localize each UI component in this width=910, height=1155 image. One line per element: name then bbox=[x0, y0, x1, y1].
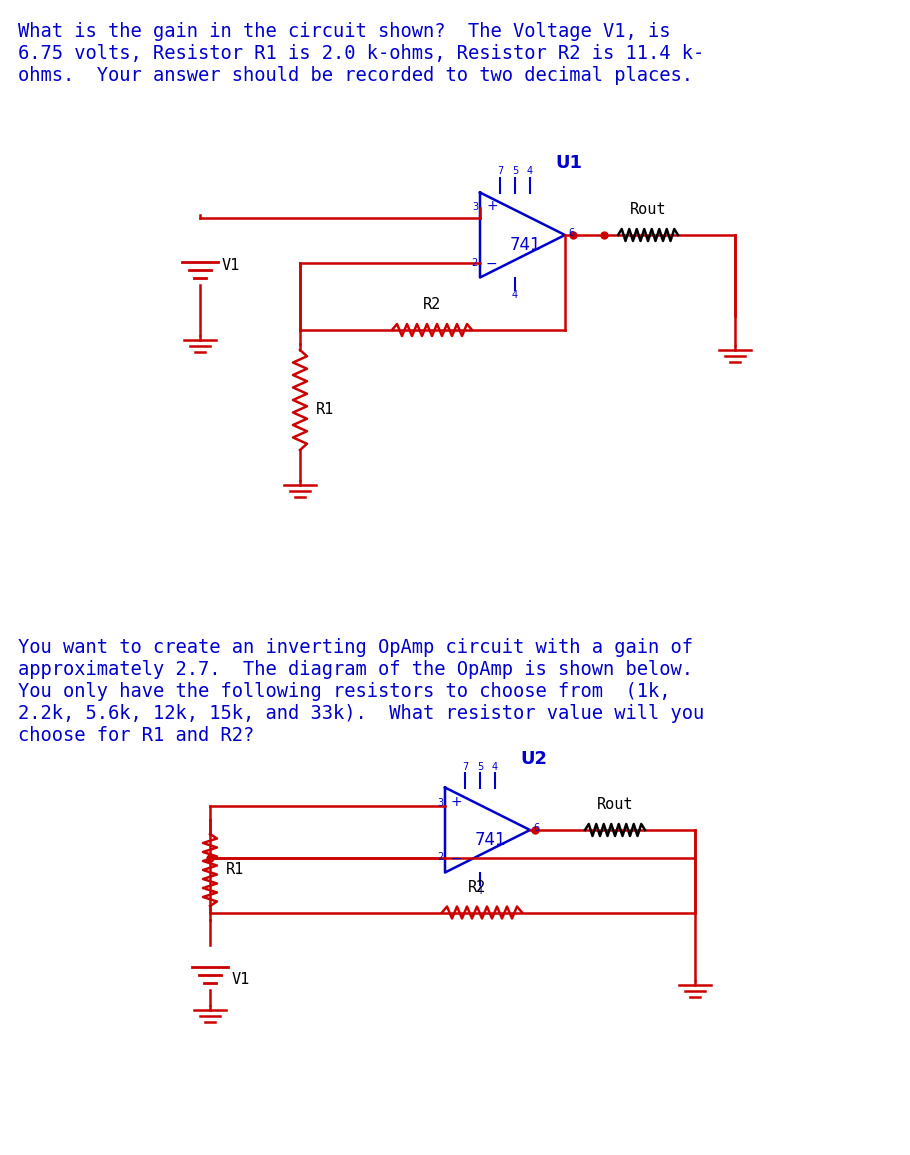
Text: R1: R1 bbox=[316, 402, 334, 417]
Text: R1: R1 bbox=[226, 863, 244, 878]
Text: V1: V1 bbox=[222, 258, 240, 273]
Text: ohms.  Your answer should be recorded to two decimal places.: ohms. Your answer should be recorded to … bbox=[18, 66, 693, 85]
Text: You want to create an inverting OpAmp circuit with a gain of: You want to create an inverting OpAmp ci… bbox=[18, 638, 693, 657]
Text: V1: V1 bbox=[232, 973, 250, 988]
Text: What is the gain in the circuit shown?  The Voltage V1, is: What is the gain in the circuit shown? T… bbox=[18, 22, 671, 40]
Text: 2: 2 bbox=[471, 258, 478, 268]
Text: 741: 741 bbox=[475, 830, 507, 849]
Text: You only have the following resistors to choose from  (1k,: You only have the following resistors to… bbox=[18, 681, 671, 701]
Text: 3: 3 bbox=[437, 797, 443, 807]
Text: U2: U2 bbox=[520, 750, 547, 768]
Text: 3: 3 bbox=[472, 202, 478, 213]
Text: Rout: Rout bbox=[597, 797, 633, 812]
Text: approximately 2.7.  The diagram of the OpAmp is shown below.: approximately 2.7. The diagram of the Op… bbox=[18, 660, 693, 679]
Text: 7: 7 bbox=[462, 761, 468, 772]
Text: 5: 5 bbox=[511, 166, 518, 177]
Text: +: + bbox=[486, 200, 498, 214]
Text: 4: 4 bbox=[477, 886, 483, 895]
Text: 4: 4 bbox=[527, 166, 533, 177]
Text: choose for R1 and R2?: choose for R1 and R2? bbox=[18, 726, 254, 745]
Text: R2: R2 bbox=[468, 879, 486, 894]
Text: 7: 7 bbox=[497, 166, 503, 177]
Text: 5: 5 bbox=[477, 761, 483, 772]
Text: R2: R2 bbox=[423, 297, 441, 312]
Text: U1: U1 bbox=[555, 155, 582, 172]
Text: −: − bbox=[486, 256, 498, 270]
Text: 6.75 volts, Resistor R1 is 2.0 k-ohms, Resistor R2 is 11.4 k-: 6.75 volts, Resistor R1 is 2.0 k-ohms, R… bbox=[18, 44, 704, 64]
Text: 741: 741 bbox=[510, 236, 541, 254]
Text: 6: 6 bbox=[568, 228, 574, 238]
Text: 4: 4 bbox=[492, 761, 498, 772]
Text: Rout: Rout bbox=[630, 202, 666, 217]
Text: −: − bbox=[451, 851, 462, 865]
Text: 6: 6 bbox=[533, 824, 539, 833]
Text: 2.2k, 5.6k, 12k, 15k, and 33k).  What resistor value will you: 2.2k, 5.6k, 12k, 15k, and 33k). What res… bbox=[18, 705, 704, 723]
Text: +: + bbox=[451, 795, 462, 808]
Text: 4: 4 bbox=[512, 291, 518, 300]
Text: 2: 2 bbox=[437, 852, 443, 863]
